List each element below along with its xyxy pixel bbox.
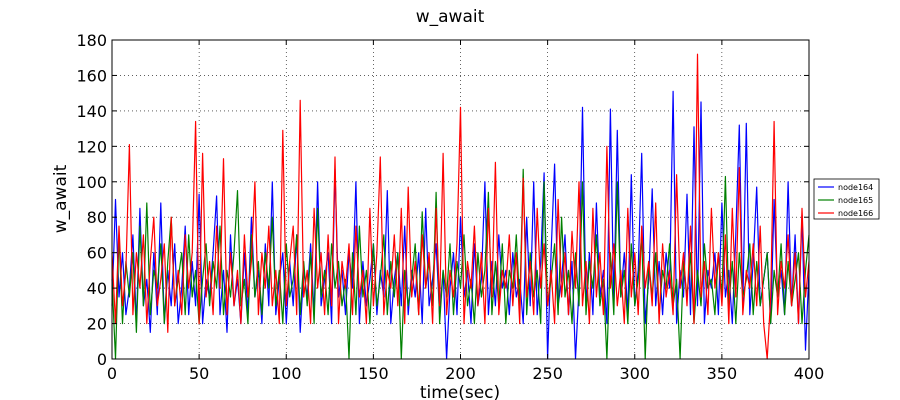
y-tick-label: 160	[76, 66, 107, 85]
x-tick-label: 250	[532, 364, 563, 383]
series-line-node166	[111, 53, 810, 360]
axis-ticks: 0 50 100 150 200 250 300 350 400 0 20 40 60 80 100 120 1…	[76, 31, 824, 383]
y-tick-label: 80	[87, 208, 107, 227]
x-tick-label: 100	[271, 364, 302, 383]
x-tick-label: 200	[445, 364, 476, 383]
x-tick-label: 350	[707, 364, 738, 383]
y-tick-label: 0	[97, 350, 107, 369]
x-tick-label: 400	[794, 364, 825, 383]
y-axis-label: w_await	[51, 164, 71, 233]
y-tick-label: 60	[87, 244, 107, 263]
legend-label: node166	[838, 209, 873, 218]
x-tick-label: 50	[189, 364, 209, 383]
chart-title: w_await	[416, 7, 485, 27]
x-axis-label: time(sec)	[420, 383, 500, 400]
x-tick-label: 150	[358, 364, 389, 383]
series-lines	[111, 53, 810, 360]
x-tick-label: 0	[107, 364, 117, 383]
y-tick-label: 140	[76, 102, 107, 121]
legend-label: node165	[838, 196, 873, 205]
y-tick-label: 180	[76, 31, 107, 50]
legend-box	[813, 178, 880, 220]
y-tick-label: 120	[76, 137, 107, 156]
y-tick-label: 20	[87, 315, 107, 334]
y-tick-label: 100	[76, 173, 107, 192]
legend: node164 node165 node166	[813, 178, 880, 220]
y-tick-label: 40	[87, 279, 107, 298]
x-tick-label: 300	[619, 364, 650, 383]
legend-label: node164	[838, 183, 873, 192]
